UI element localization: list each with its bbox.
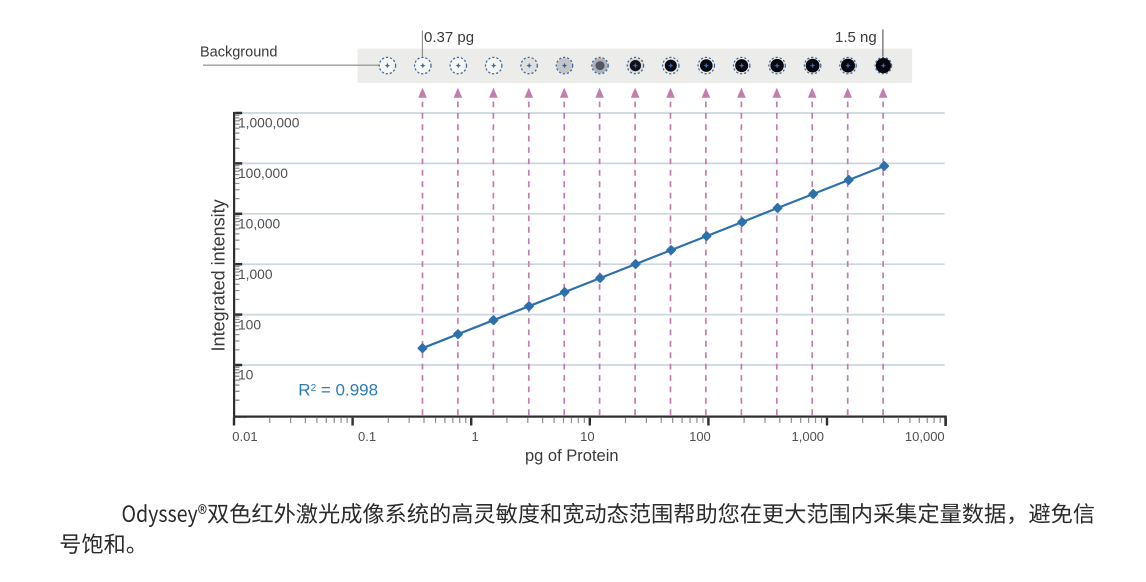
- svg-text:0.01: 0.01: [232, 429, 257, 444]
- svg-text:0.37 pg: 0.37 pg: [424, 29, 474, 46]
- svg-text:1,000: 1,000: [792, 429, 825, 444]
- svg-text:10: 10: [580, 429, 594, 444]
- svg-text:1,000,000: 1,000,000: [238, 116, 300, 131]
- svg-text:100,000: 100,000: [238, 166, 288, 181]
- svg-text:100: 100: [689, 429, 711, 444]
- svg-text:10: 10: [238, 368, 254, 383]
- svg-text:Background: Background: [200, 45, 277, 61]
- svg-text:Integrated intensity: Integrated intensity: [209, 199, 229, 351]
- svg-text:10,000: 10,000: [238, 217, 281, 232]
- svg-text:10,000: 10,000: [905, 429, 945, 444]
- svg-text:R2 = 0.998: R2 = 0.998: [298, 381, 378, 400]
- svg-text:1,000: 1,000: [238, 267, 273, 282]
- svg-text:100: 100: [238, 317, 261, 332]
- svg-text:pg of Protein: pg of Protein: [525, 447, 619, 465]
- svg-text:1: 1: [472, 429, 479, 444]
- svg-text:0.1: 0.1: [358, 429, 376, 444]
- svg-text:1.5 ng: 1.5 ng: [835, 29, 877, 46]
